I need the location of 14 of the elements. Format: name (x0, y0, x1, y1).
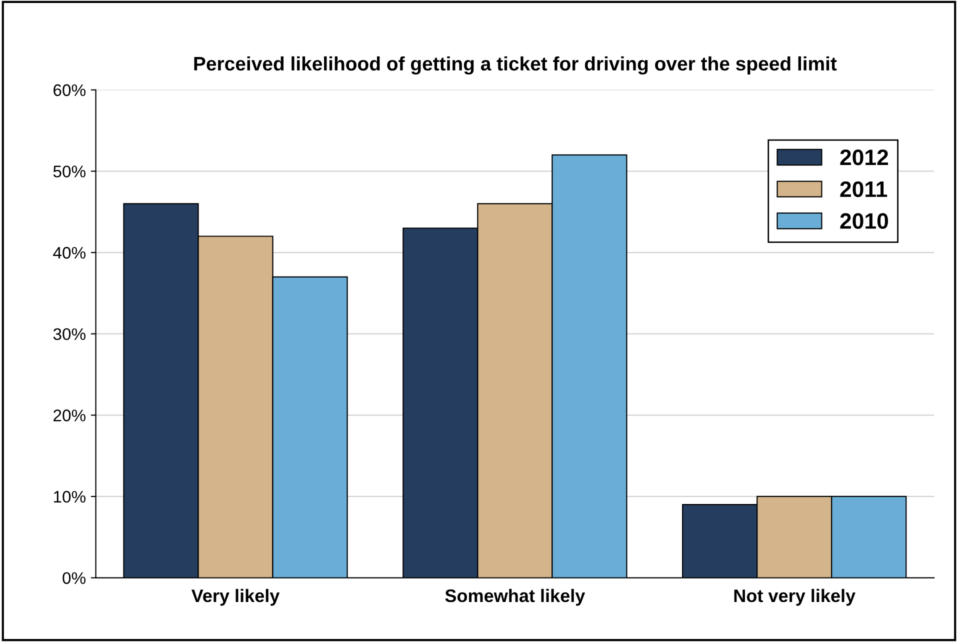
x-tick-label: Very likely (191, 588, 280, 606)
legend-label: 2010 (840, 213, 888, 229)
y-tick-label: 10% (54, 490, 86, 503)
y-tick-label: 0% (62, 572, 86, 584)
chart-title: Perceived likelihood of getting a ticket for driving over the speed limit (194, 56, 837, 75)
legend-label: 2011 (840, 181, 888, 198)
y-tick-label: 50% (53, 166, 86, 178)
legend-label: 2012 (840, 150, 888, 166)
y-tick-label: 60% (54, 84, 86, 96)
y-tick-label: 20% (54, 410, 86, 422)
y-tick-label: 40% (53, 246, 86, 259)
y-tick-label: 30% (53, 328, 86, 340)
x-tick-label: Not very likely (734, 588, 856, 606)
x-tick-label: Somewhat likely (445, 588, 586, 606)
